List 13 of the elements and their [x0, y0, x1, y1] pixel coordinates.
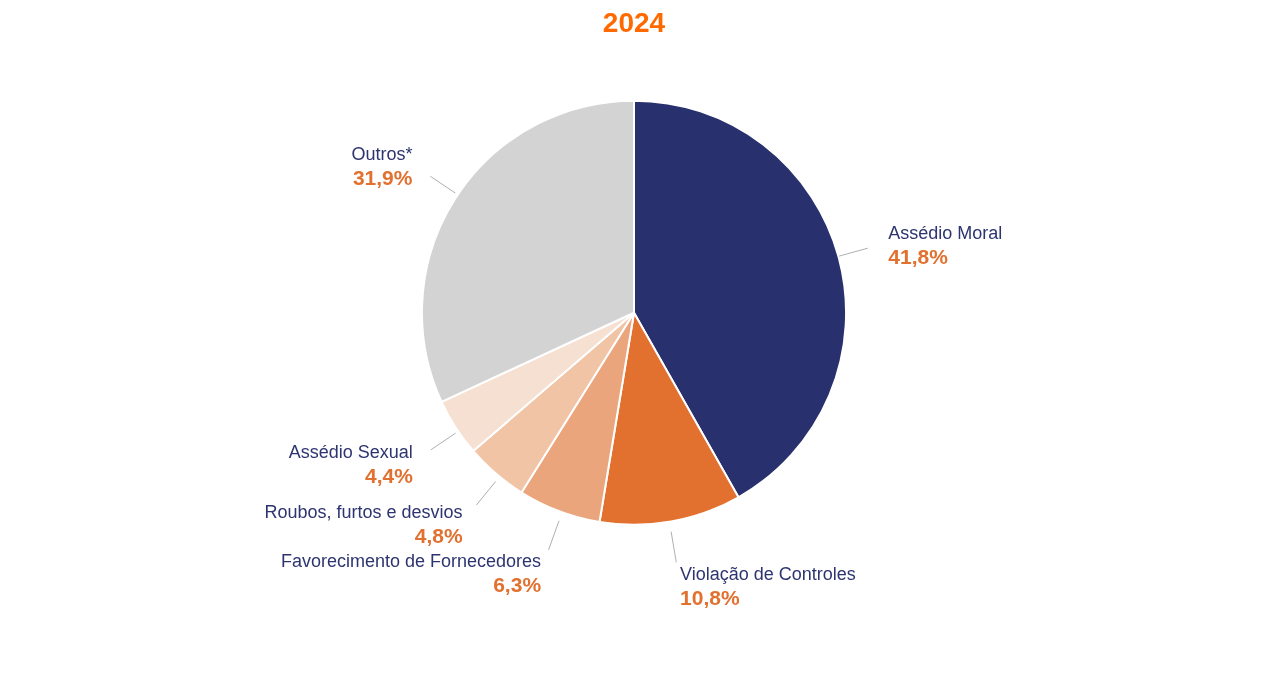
- data-label: 31,9%: [352, 166, 413, 190]
- slice-label: Assédio Sexual: [288, 441, 413, 462]
- data-label: 4,8%: [414, 523, 463, 547]
- slice-label: Roubos, furtos e desvios: [264, 501, 463, 522]
- slice-label: Outros*: [351, 144, 413, 165]
- data-label: 4,4%: [365, 463, 414, 487]
- slice-label: Assédio Moral: [888, 222, 1003, 243]
- chart-title: 2024: [602, 6, 666, 38]
- slice-label: Favorecimento de Fornecedores: [280, 550, 542, 571]
- data-label: 41,8%: [888, 244, 949, 268]
- data-label: 10,8%: [680, 586, 740, 610]
- slice-label: Violação de Controles: [680, 564, 856, 585]
- data-label: 6,3%: [493, 572, 542, 596]
